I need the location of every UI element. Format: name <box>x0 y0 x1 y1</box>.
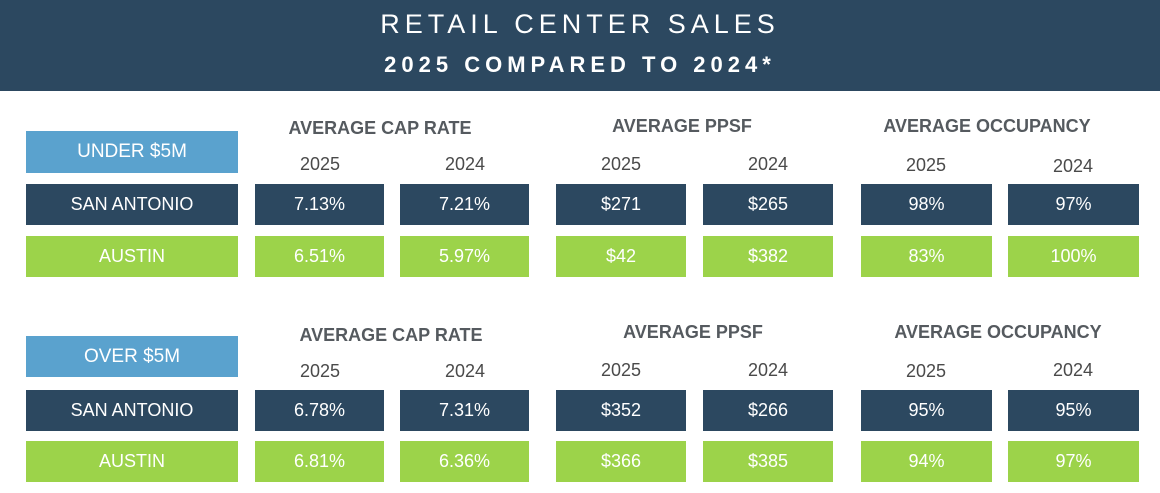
data-cell: 98% <box>861 184 992 225</box>
metric-title-occupancy: AVERAGE OCCUPANCY <box>894 322 1102 342</box>
market-label-austin: AUSTIN <box>26 441 238 482</box>
data-cell: $265 <box>703 184 833 225</box>
year-label: 2025 <box>600 154 642 174</box>
data-cell: $271 <box>556 184 686 225</box>
data-cell: 97% <box>1008 441 1139 482</box>
data-cell: $382 <box>703 236 833 277</box>
metric-title-cap-rate: AVERAGE CAP RATE <box>288 118 472 138</box>
data-cell: 95% <box>861 390 992 431</box>
data-cell: 97% <box>1008 184 1139 225</box>
year-label: 2024 <box>747 360 789 380</box>
data-cell: 6.51% <box>255 236 384 277</box>
market-label-san-antonio: SAN ANTONIO <box>26 184 238 225</box>
metric-title-ppsf: AVERAGE PPSF <box>612 116 752 136</box>
data-cell: $352 <box>556 390 686 431</box>
year-label: 2025 <box>299 361 341 381</box>
year-label: 2025 <box>600 360 642 380</box>
data-cell: 6.78% <box>255 390 384 431</box>
data-cell: $366 <box>556 441 686 482</box>
data-cell: 100% <box>1008 236 1139 277</box>
data-cell: $385 <box>703 441 833 482</box>
year-label: 2024 <box>444 361 486 381</box>
year-label: 2024 <box>444 154 486 174</box>
metric-title-cap-rate: AVERAGE CAP RATE <box>299 325 483 345</box>
data-cell: $42 <box>556 236 686 277</box>
data-cell: 6.81% <box>255 441 384 482</box>
data-cell: 7.21% <box>400 184 529 225</box>
data-cell: 95% <box>1008 390 1139 431</box>
page-subtitle: 2025 COMPARED TO 2024* <box>384 52 776 77</box>
data-cell: 94% <box>861 441 992 482</box>
data-cell: 5.97% <box>400 236 529 277</box>
data-cell: 83% <box>861 236 992 277</box>
header-banner: RETAIL CENTER SALES 2025 COMPARED TO 202… <box>0 0 1160 91</box>
year-label: 2024 <box>747 154 789 174</box>
data-cell: 6.36% <box>400 441 529 482</box>
market-label-san-antonio: SAN ANTONIO <box>26 390 238 431</box>
data-cell: 7.13% <box>255 184 384 225</box>
year-label: 2025 <box>905 361 947 381</box>
year-label: 2024 <box>1052 360 1094 380</box>
year-label: 2025 <box>299 154 341 174</box>
data-cell: 7.31% <box>400 390 529 431</box>
tier-label: UNDER $5M <box>26 131 238 173</box>
year-label: 2024 <box>1052 156 1094 176</box>
data-cell: $266 <box>703 390 833 431</box>
market-label-austin: AUSTIN <box>26 236 238 277</box>
metric-title-ppsf: AVERAGE PPSF <box>623 322 763 342</box>
tier-label: OVER $5M <box>26 336 238 377</box>
year-label: 2025 <box>905 155 947 175</box>
page-title: RETAIL CENTER SALES <box>380 9 780 39</box>
metric-title-occupancy: AVERAGE OCCUPANCY <box>883 116 1091 136</box>
